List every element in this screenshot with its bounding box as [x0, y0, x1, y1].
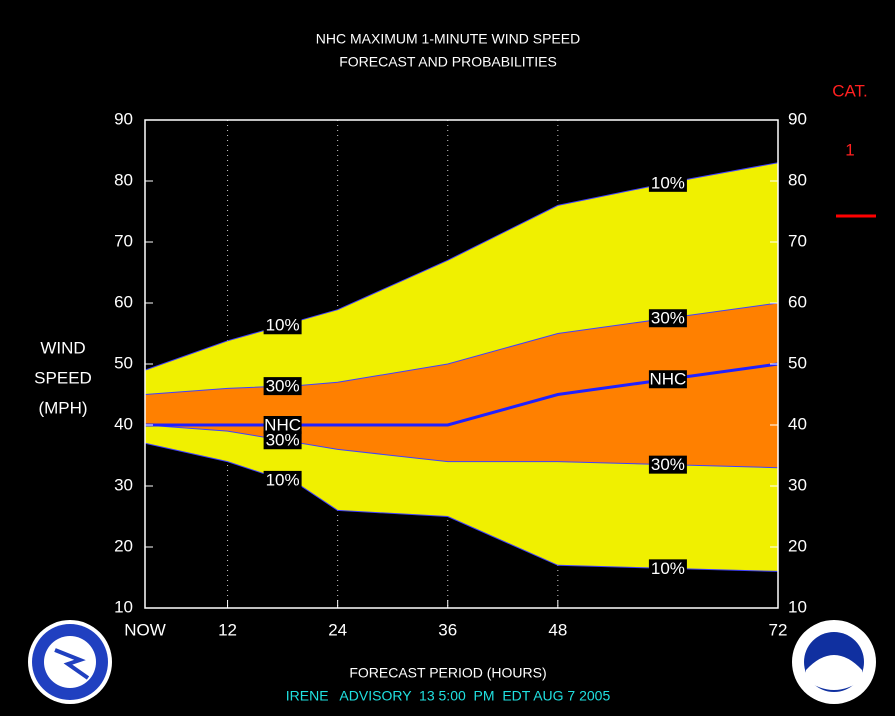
label-box	[263, 470, 302, 489]
category-value: 1	[845, 140, 854, 159]
x-axis-label: FORECAST PERIOD (HOURS)	[349, 665, 546, 681]
chart-title: NHC MAXIMUM 1-MINUTE WIND SPEED	[316, 31, 580, 47]
y-tick-label: 30	[114, 475, 133, 494]
y-tick-label: 60	[114, 292, 133, 311]
footer: IRENE ADVISORY 13 5:00 PM EDT AUG 7 2005	[286, 688, 611, 704]
band-label: 10%	[266, 316, 300, 335]
y-tick-label: 10	[114, 597, 133, 616]
y-axis-label: SPEED	[34, 368, 92, 387]
label-box	[648, 370, 687, 389]
nws-logo	[28, 620, 112, 704]
x-tick-label: 48	[548, 620, 567, 639]
x-tick-label: 12	[218, 620, 237, 639]
x-tick-label: 36	[438, 620, 457, 639]
probability-band	[145, 303, 778, 468]
y-tick-label: 50	[114, 353, 133, 372]
label-box	[263, 316, 302, 335]
y2-tick-label: 90	[788, 109, 807, 128]
category-title: CAT.	[832, 81, 868, 100]
label-box	[648, 173, 687, 192]
band-label: 30%	[651, 309, 685, 328]
label-box	[263, 416, 302, 434]
y2-tick-label: 50	[788, 353, 807, 372]
chart-subtitle: FORECAST AND PROBABILITIES	[339, 54, 557, 70]
band-label: 30%	[266, 431, 300, 450]
y2-tick-label: 40	[788, 414, 807, 433]
band-label: NHC	[264, 415, 301, 434]
y-tick-label: 70	[114, 231, 133, 250]
band-label: 10%	[266, 470, 300, 489]
band-label: 10%	[651, 173, 685, 192]
band-label: 30%	[266, 377, 300, 396]
label-box	[648, 455, 687, 474]
y-axis-label: WIND	[40, 338, 85, 357]
y-tick-label: 20	[114, 536, 133, 555]
label-box	[648, 309, 687, 328]
band-label: 10%	[651, 559, 685, 578]
y2-tick-label: 10	[788, 597, 807, 616]
y-tick-label: 80	[114, 170, 133, 189]
x-tick-label: 24	[328, 620, 347, 639]
y2-tick-label: 60	[788, 292, 807, 311]
noaa-logo	[792, 620, 876, 704]
label-box	[263, 377, 302, 396]
y-tick-label: 40	[114, 414, 133, 433]
band-label: NHC	[649, 370, 686, 389]
band-label: 30%	[651, 455, 685, 474]
x-tick-label: NOW	[124, 620, 166, 639]
y-tick-label: 90	[114, 109, 133, 128]
y2-tick-label: 80	[788, 170, 807, 189]
label-box	[648, 559, 687, 578]
label-box	[263, 431, 302, 450]
y-axis-label: (MPH)	[38, 398, 87, 417]
x-tick-label: 72	[769, 620, 788, 639]
y2-tick-label: 20	[788, 536, 807, 555]
y2-tick-label: 70	[788, 231, 807, 250]
y2-tick-label: 30	[788, 475, 807, 494]
